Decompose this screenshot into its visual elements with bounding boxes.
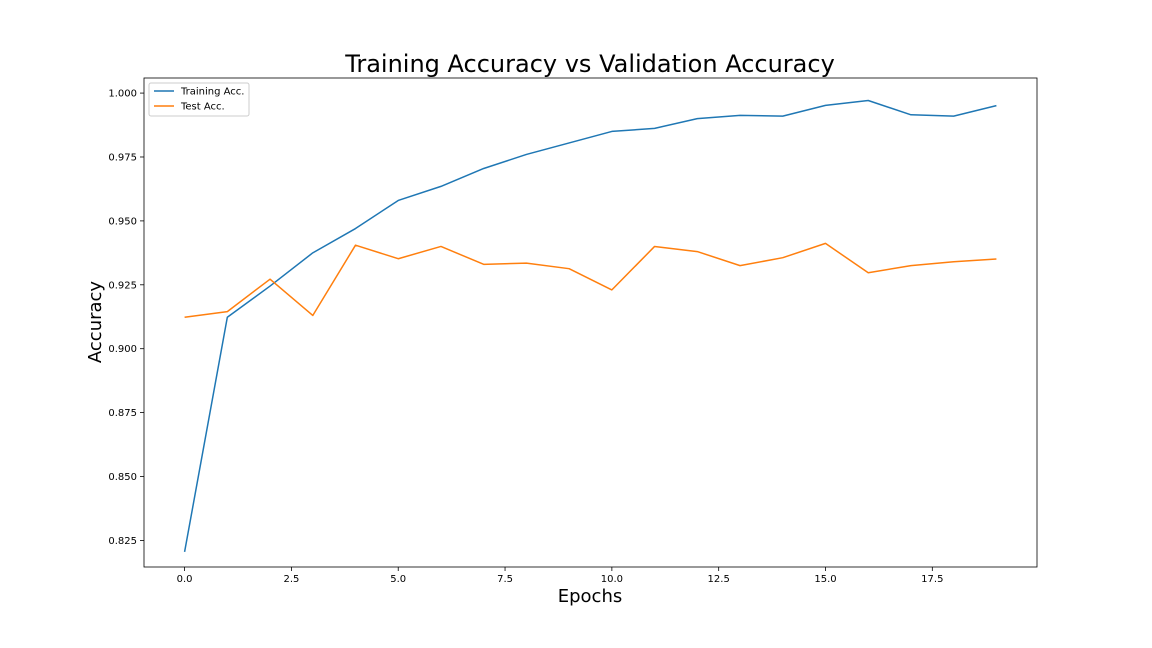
x-tick-label: 2.5 [283,574,299,585]
y-axis-label: Accuracy [85,281,106,364]
series-line-1 [184,242,997,319]
y-tick-label: 0.825 [108,536,137,547]
y-tick-label: 0.925 [108,280,137,291]
x-tick-label: 10.0 [601,574,623,585]
y-tick-label: 0.900 [108,344,137,355]
x-tick-label: 5.0 [390,574,406,585]
x-tick-label: 12.5 [708,574,730,585]
chart-legend: Training Acc. Test Acc. [148,82,250,117]
axes-frame [143,77,1038,568]
series-line-0 [183,99,997,553]
y-tick-label: 0.875 [108,408,137,419]
legend-label-1: Test Acc. [180,102,225,113]
y-tick-label: 0.975 [108,152,137,163]
plot-area: 0.0 2.5 5.0 7.5 10.0 12.5 15.0 17.5 0.825 0.850 0.… [108,77,1038,585]
legend-label-0: Training Acc. [180,87,244,98]
x-tick-label: 0.0 [177,574,193,585]
y-tick-label: 0.950 [108,216,137,227]
x-tick-label: 15.0 [814,574,836,585]
y-tick-label: 0.850 [108,472,137,483]
chart-title: Training Accuracy vs Validation Accuracy [344,50,835,78]
y-tick-label: 1.000 [108,89,137,100]
x-tick-label: 7.5 [497,574,513,585]
x-axis-label: Epochs [558,586,623,607]
x-tick-label: 17.5 [921,574,943,585]
